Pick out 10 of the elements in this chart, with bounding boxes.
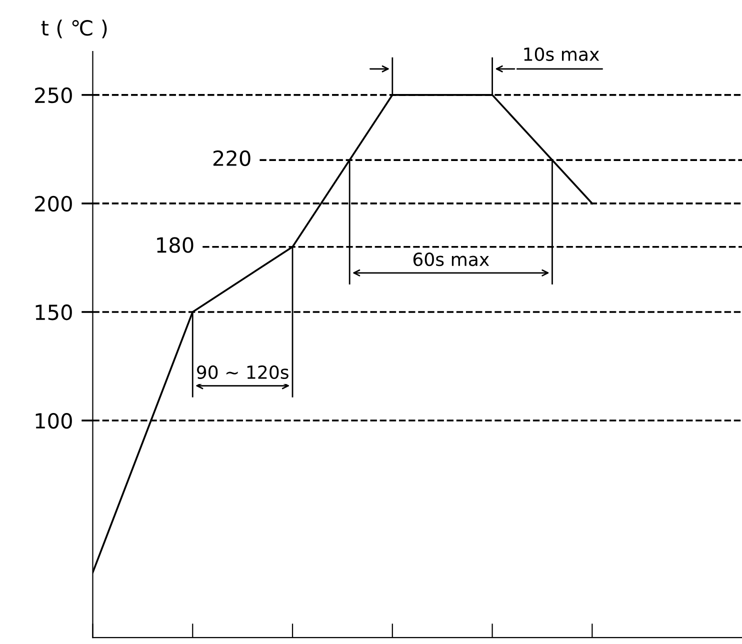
- y-tick-label: 150: [36, 304, 72, 320]
- ref-line-label: 180: [157, 237, 194, 253]
- y-tick-label: 250: [35, 87, 72, 104]
- y-tick-label: 200: [35, 196, 72, 212]
- ref-line-label: 220: [213, 150, 250, 166]
- annotation: 90 ~ 120s: [196, 365, 288, 380]
- y-axis-title: t ( ℃ ): [41, 20, 107, 38]
- annotation: 60s max: [413, 252, 490, 266]
- annotation: 10s max: [524, 47, 600, 62]
- y-tick-label: 100: [36, 412, 72, 429]
